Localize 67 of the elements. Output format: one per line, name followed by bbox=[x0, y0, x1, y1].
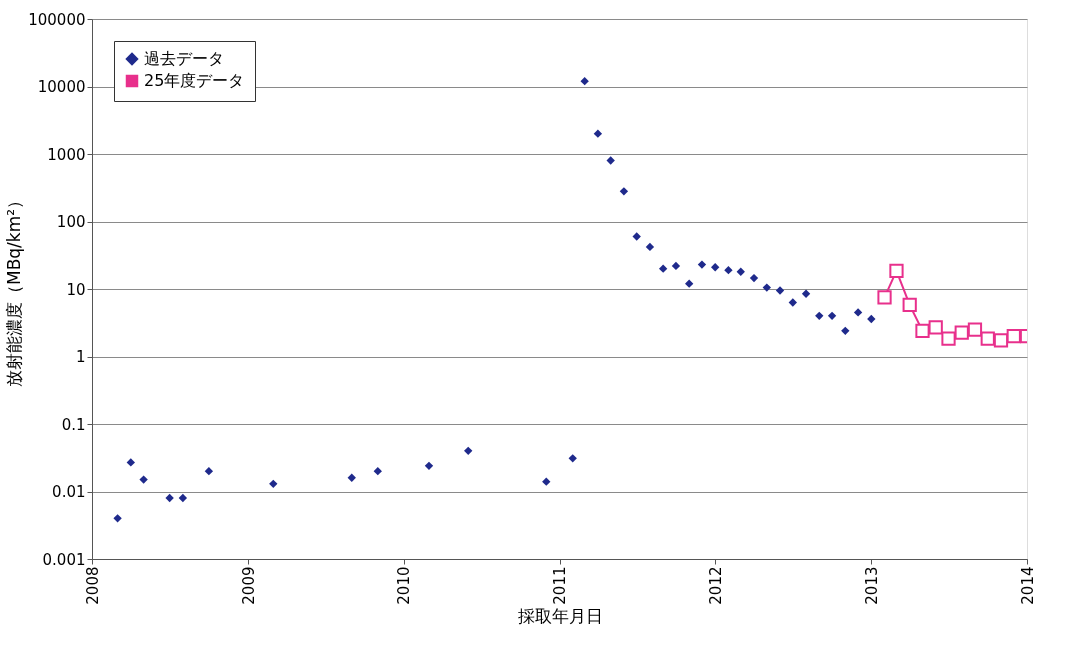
point bbox=[619, 187, 629, 196]
point bbox=[724, 266, 733, 275]
point bbox=[178, 493, 188, 503]
point bbox=[928, 320, 943, 335]
point bbox=[877, 290, 892, 305]
legend-label: 過去データ bbox=[144, 49, 224, 68]
y-tick-label: 1 bbox=[75, 348, 86, 366]
point bbox=[941, 331, 956, 346]
point bbox=[867, 314, 876, 324]
y-tick-label: 10000 bbox=[37, 78, 86, 96]
point bbox=[568, 454, 577, 463]
point bbox=[815, 311, 824, 321]
point bbox=[542, 477, 551, 486]
point bbox=[373, 467, 382, 476]
point bbox=[165, 493, 174, 503]
x-tick-label: 2010 bbox=[395, 566, 414, 605]
point bbox=[671, 261, 681, 271]
point bbox=[580, 76, 589, 86]
point bbox=[645, 242, 655, 252]
x-tick-label: 2013 bbox=[862, 566, 881, 605]
x-axis-title: 採取年月日 bbox=[517, 605, 603, 626]
point bbox=[126, 458, 135, 467]
point bbox=[464, 446, 473, 456]
y-tick-label: 100000 bbox=[28, 10, 86, 29]
point bbox=[1006, 329, 1021, 344]
point bbox=[139, 475, 148, 484]
point bbox=[684, 279, 694, 288]
point bbox=[775, 286, 785, 295]
point bbox=[424, 461, 434, 471]
point bbox=[762, 283, 771, 292]
point bbox=[632, 232, 641, 241]
point bbox=[902, 297, 917, 313]
y-tick-label: 10 bbox=[66, 280, 86, 299]
y-tick-label: 0.01 bbox=[52, 483, 86, 501]
point bbox=[889, 263, 904, 278]
y-axis-title: 放射能濃度（MBq/km²） bbox=[4, 191, 25, 388]
point bbox=[788, 298, 798, 307]
x-tick-label: 2008 bbox=[83, 566, 102, 605]
point bbox=[606, 156, 615, 165]
y-tick-label: 0.001 bbox=[42, 550, 86, 569]
point bbox=[204, 467, 214, 476]
x-tick-label: 2011 bbox=[551, 566, 569, 605]
point bbox=[697, 260, 707, 269]
y-tick-label: 1000 bbox=[47, 145, 86, 164]
point bbox=[954, 325, 969, 340]
point bbox=[736, 267, 745, 276]
point bbox=[841, 326, 850, 336]
x-tick-label: 2012 bbox=[706, 566, 725, 605]
point bbox=[801, 289, 811, 298]
x-tick-label: 2014 bbox=[1018, 566, 1037, 605]
point bbox=[980, 331, 995, 346]
y-tick-label: 100 bbox=[56, 213, 86, 231]
point bbox=[993, 333, 1009, 348]
point bbox=[711, 263, 720, 272]
point bbox=[749, 273, 759, 283]
y-tick-label: 0.1 bbox=[61, 415, 86, 434]
point bbox=[347, 473, 356, 482]
point bbox=[827, 311, 837, 321]
point bbox=[915, 323, 930, 338]
x-tick-label: 2009 bbox=[239, 566, 258, 605]
point bbox=[113, 514, 122, 523]
point bbox=[853, 308, 863, 317]
legend-label: 25年度データ bbox=[144, 71, 245, 90]
point bbox=[593, 129, 603, 138]
point bbox=[658, 264, 668, 273]
point bbox=[269, 479, 278, 488]
point bbox=[967, 322, 983, 337]
